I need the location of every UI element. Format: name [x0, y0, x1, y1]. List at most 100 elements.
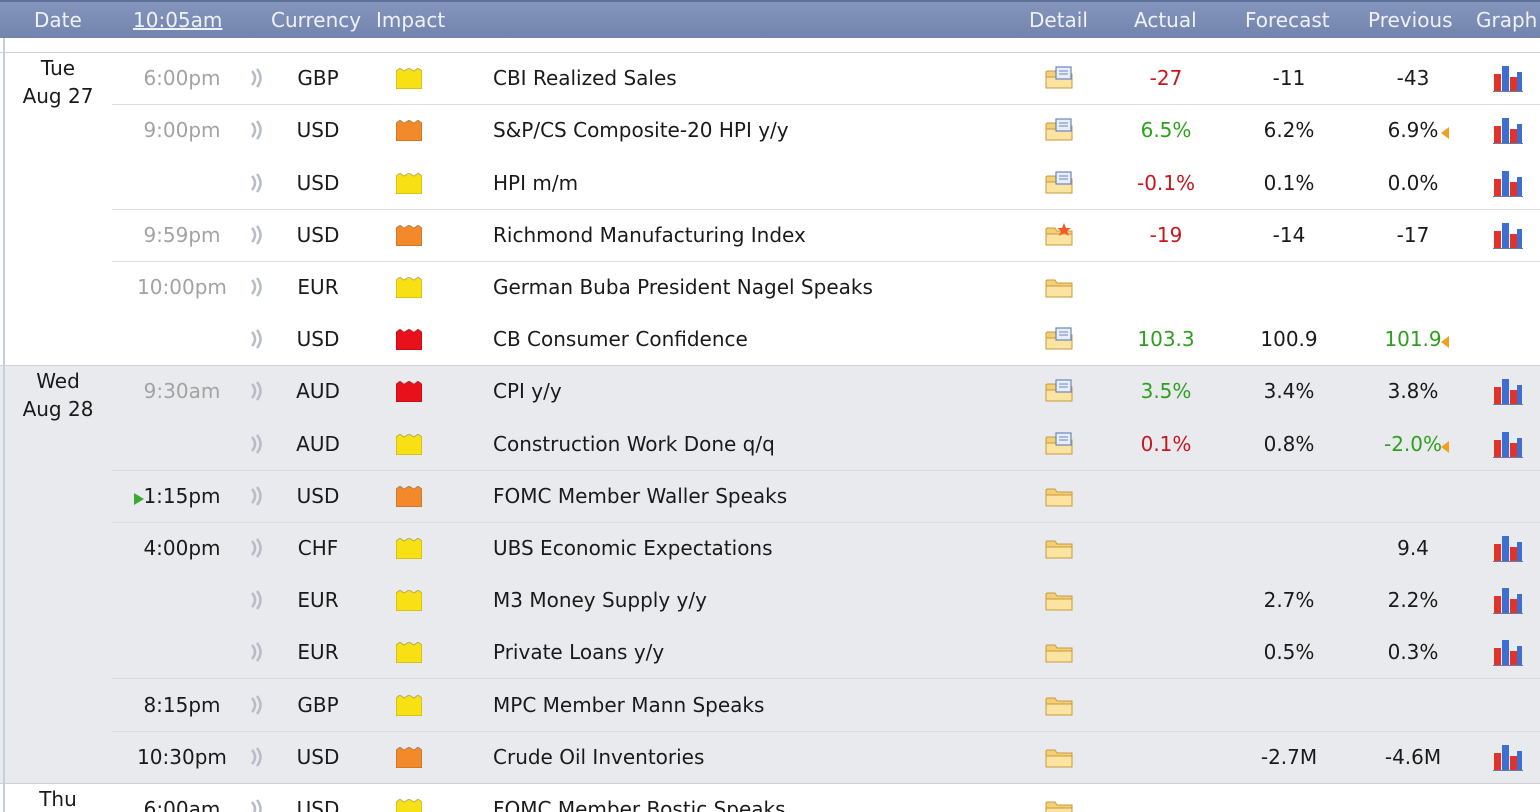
event-title: CB Consumer Confidence — [493, 327, 748, 352]
next-marker — [133, 490, 145, 505]
detail-icon[interactable] — [1044, 693, 1074, 717]
event-title: UBS Economic Expectations — [493, 535, 773, 560]
revised-marker[interactable] — [1439, 124, 1449, 140]
day-separator — [0, 52, 1540, 53]
currency: EUR — [297, 640, 339, 665]
forecast: -11 — [1272, 66, 1306, 91]
event-title: Construction Work Done q/q — [493, 431, 775, 456]
detail-icon[interactable] — [1044, 66, 1074, 90]
event-title: HPI m/m — [493, 170, 579, 195]
event-time: 9:00pm — [143, 118, 221, 143]
sound-icon[interactable] — [249, 694, 265, 715]
sound-icon[interactable] — [249, 172, 265, 193]
graph-icon[interactable] — [1493, 221, 1523, 249]
previous: 9.4 — [1397, 535, 1429, 560]
detail-icon[interactable] — [1044, 797, 1074, 812]
previous: 101.9 — [1384, 327, 1442, 352]
impact-icon — [395, 641, 423, 664]
currency: CHF — [297, 535, 339, 560]
graph-icon[interactable] — [1493, 743, 1523, 771]
graph-icon[interactable] — [1493, 638, 1523, 667]
impact-icon — [395, 67, 423, 90]
day-name: Wed — [36, 369, 80, 394]
sound-icon[interactable] — [249, 590, 265, 610]
sound-icon[interactable] — [249, 68, 265, 88]
detail-icon[interactable] — [1044, 327, 1074, 351]
detail-icon[interactable] — [1044, 745, 1074, 769]
detail-icon[interactable] — [1044, 640, 1074, 664]
graph-icon[interactable] — [1493, 64, 1523, 93]
event-title: Private Loans y/y — [493, 640, 665, 665]
row-separator — [112, 208, 1540, 210]
sound-icon[interactable] — [249, 433, 265, 454]
detail-icon[interactable] — [1044, 170, 1074, 195]
actual: 103.3 — [1137, 327, 1195, 352]
detail-icon[interactable] — [1044, 379, 1074, 403]
sound-icon[interactable] — [249, 224, 265, 245]
previous: 3.8% — [1387, 379, 1439, 404]
graph-icon[interactable] — [1493, 534, 1523, 562]
sound-icon[interactable] — [249, 120, 265, 141]
header-impact: Impact — [376, 8, 446, 32]
sound-icon[interactable] — [249, 799, 265, 812]
header-time[interactable]: 10:05am — [133, 8, 223, 32]
impact-icon — [395, 798, 423, 812]
event-title: FOMC Member Bostic Speaks — [493, 796, 786, 812]
impact-icon — [395, 171, 423, 194]
row-separator — [112, 678, 1540, 680]
event-title: M3 Money Supply y/y — [493, 588, 707, 613]
revised-marker[interactable] — [1439, 438, 1449, 453]
actual: -0.1% — [1136, 170, 1196, 195]
event-title: FOMC Member Waller Speaks — [493, 483, 788, 508]
detail-icon[interactable] — [1044, 275, 1074, 299]
impact-icon — [395, 746, 423, 769]
currency: USD — [296, 118, 340, 143]
detail-icon[interactable] — [1044, 222, 1074, 247]
revised-marker[interactable] — [1439, 333, 1449, 349]
previous: -43 — [1396, 66, 1430, 91]
impact-icon — [395, 537, 423, 560]
actual: 6.5% — [1140, 118, 1192, 143]
event-time: 9:59pm — [143, 222, 221, 247]
sound-icon[interactable] — [249, 642, 265, 663]
sound-icon[interactable] — [249, 538, 265, 558]
currency: AUD — [296, 379, 340, 404]
day-date: Aug 28 — [22, 397, 94, 422]
graph-icon[interactable] — [1493, 377, 1523, 406]
detail-icon[interactable] — [1044, 118, 1074, 142]
event-time: 4:00pm — [143, 535, 221, 560]
sound-icon[interactable] — [249, 746, 265, 767]
row-separator — [112, 521, 1540, 523]
detail-icon[interactable] — [1044, 536, 1074, 560]
day-separator — [0, 782, 1540, 784]
detail-icon[interactable] — [1044, 588, 1074, 612]
graph-icon[interactable] — [1493, 430, 1523, 458]
event-title: CPI y/y — [493, 379, 562, 404]
sound-icon[interactable] — [249, 381, 265, 402]
graph-icon[interactable] — [1493, 116, 1523, 145]
impact-icon — [395, 328, 423, 351]
day-date: Aug 27 — [22, 84, 94, 108]
row-separator — [112, 260, 1540, 262]
currency: USD — [296, 796, 340, 812]
sound-icon[interactable] — [249, 485, 265, 506]
forecast: -2.7M — [1260, 744, 1318, 769]
detail-icon[interactable] — [1044, 484, 1074, 508]
sound-icon[interactable] — [249, 329, 265, 349]
forecast: 6.2% — [1263, 118, 1315, 143]
currency: EUR — [297, 274, 339, 299]
forecast: 3.4% — [1263, 379, 1315, 404]
graph-icon[interactable] — [1493, 586, 1523, 615]
sound-icon[interactable] — [249, 277, 265, 297]
forecast: -14 — [1272, 222, 1306, 247]
previous: -4.6M — [1384, 744, 1442, 769]
day-group — [0, 365, 1540, 783]
header-forecast: Forecast — [1245, 8, 1330, 32]
event-time: 6:00am — [143, 796, 221, 812]
day-name: Tue — [40, 56, 76, 80]
currency: AUD — [296, 431, 340, 456]
currency: EUR — [297, 588, 339, 613]
detail-icon[interactable] — [1044, 431, 1074, 456]
graph-icon[interactable] — [1493, 169, 1523, 197]
